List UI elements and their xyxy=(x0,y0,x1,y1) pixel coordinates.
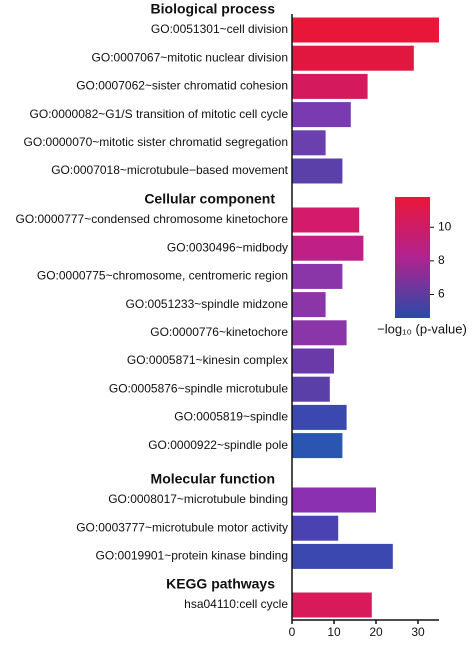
bar xyxy=(292,515,339,541)
bar-label: GO:0000777~condensed chromosome kinetoch… xyxy=(15,212,288,226)
x-tick-label: 0 xyxy=(289,625,296,639)
bar-label: GO:0003777~microtubule motor activity xyxy=(76,520,288,534)
bar xyxy=(292,130,326,156)
bar xyxy=(292,433,343,459)
bar-label: GO:0000922~spindle pole xyxy=(148,438,288,452)
bar xyxy=(292,404,347,430)
group-title: KEGG pathways xyxy=(166,576,275,592)
bar-label: GO:0000082~G1/S transition of mitotic ce… xyxy=(30,107,289,121)
bar-label: GO:0007018~microtubule−based movement xyxy=(51,163,288,177)
bar xyxy=(292,17,439,43)
x-tick-label: 30 xyxy=(411,625,425,639)
group-title: Molecular function xyxy=(151,471,275,487)
bar xyxy=(292,73,368,99)
bar-label: GO:0008017~microtubule binding xyxy=(108,492,288,506)
bar xyxy=(292,207,360,233)
bar-label: GO:0000070~mitotic sister chromatid segr… xyxy=(24,135,288,149)
bar xyxy=(292,487,376,513)
group-title: Cellular component xyxy=(144,191,275,207)
bar xyxy=(292,158,343,184)
bar xyxy=(292,543,393,569)
bar-label: GO:0005819~spindle xyxy=(174,410,288,424)
x-tick-label: 20 xyxy=(369,625,383,639)
colorbar-tick-label: 8 xyxy=(438,253,445,267)
bar xyxy=(292,376,330,402)
bar xyxy=(292,45,414,71)
bar-label: GO:0051301~cell division xyxy=(151,22,288,36)
bar-label: GO:0000776~kinetochore xyxy=(150,325,288,339)
group-title: Biological process xyxy=(151,1,276,17)
colorbar-tick-label: 6 xyxy=(438,287,445,301)
bar-label: GO:0019901~protein kinase binding xyxy=(96,549,288,563)
bar-label: GO:0005871~kinesin complex xyxy=(127,353,288,367)
bar xyxy=(292,102,351,128)
bar-label: GO:0005876~spindle microtubule xyxy=(109,381,288,395)
bar xyxy=(292,592,372,618)
bar-label: hsa04110:cell cycle xyxy=(184,597,288,611)
bar xyxy=(292,292,326,318)
x-tick-label: 10 xyxy=(327,625,341,639)
colorbar xyxy=(395,197,430,318)
bar xyxy=(292,348,334,374)
bar xyxy=(292,320,347,346)
bar-label: GO:0000775~chromosome, centromeric regio… xyxy=(37,269,288,283)
bar-label: GO:0051233~spindle midzone xyxy=(126,297,289,311)
bar-label: GO:0007062~sister chromatid cohesion xyxy=(76,79,288,93)
colorbar-label: −log₁₀ (p-value) xyxy=(377,321,467,336)
bar-label: GO:0007067~mitotic nuclear division xyxy=(92,50,288,64)
bar xyxy=(292,263,343,289)
colorbar-tick-label: 10 xyxy=(438,219,452,233)
bar-label: GO:0030496~midbody xyxy=(167,240,288,254)
bar xyxy=(292,235,364,261)
